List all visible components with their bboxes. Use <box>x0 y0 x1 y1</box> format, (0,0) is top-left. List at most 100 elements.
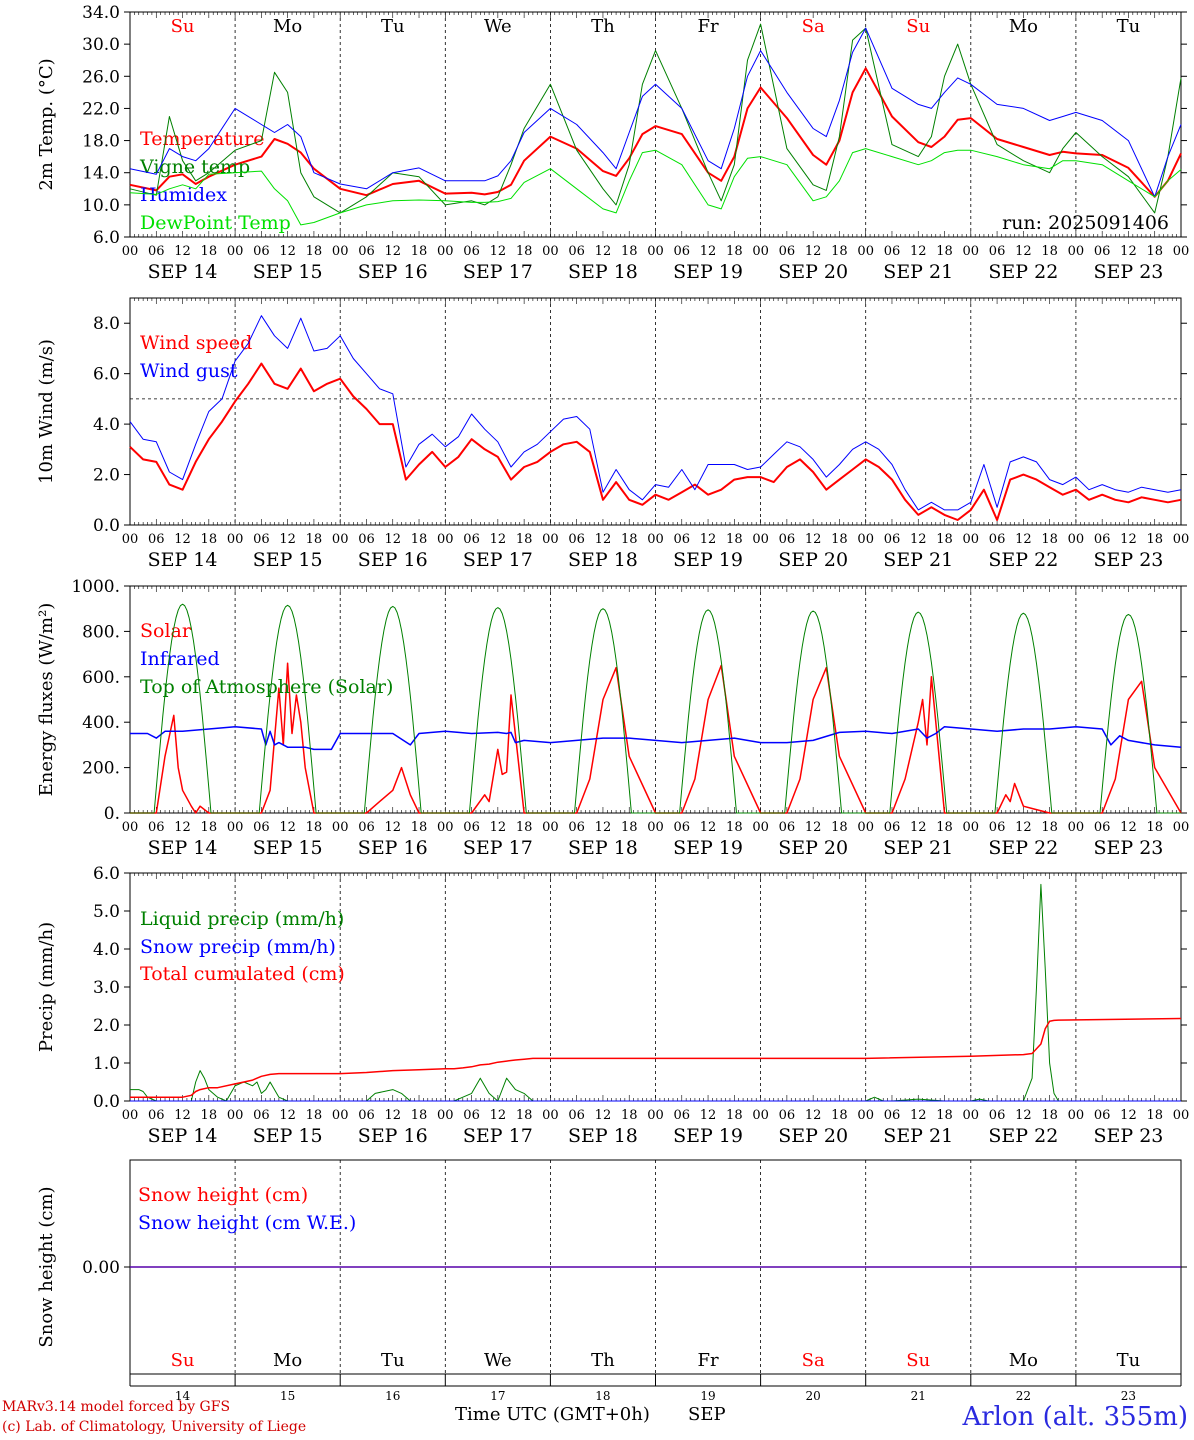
date-label: SEP 18 <box>568 549 638 571</box>
hour-tick-label: 06 <box>674 532 691 547</box>
hour-tick-label: 06 <box>779 1108 796 1123</box>
panel-3: 00 06 12 18 00 06 12 18 00 06 12 18 00 06 12 18 00 06 12 18… <box>36 577 1189 859</box>
hour-tick-label: 00 <box>857 244 874 259</box>
series-line <box>130 1017 1182 1098</box>
date-label: SEP 17 <box>463 1125 533 1147</box>
hour-tick-label: 06 <box>358 820 375 835</box>
hour-tick-label: 00 <box>1173 820 1190 835</box>
legend-entry: Vigne temp <box>139 156 250 178</box>
hour-tick-label: 00 <box>332 820 349 835</box>
hour-tick-label: 12 <box>805 1108 822 1123</box>
run-annotation: run: 2025091406 <box>1002 212 1169 234</box>
hour-tick-label: 18 <box>1146 244 1163 259</box>
y-tick-label: 4.0 <box>93 415 120 435</box>
date-label: SEP 14 <box>148 1125 218 1147</box>
weekday-label: Th <box>591 1350 615 1371</box>
day-number-label: 18 <box>595 1389 610 1403</box>
hour-tick-label: 12 <box>279 532 296 547</box>
hour-tick-label: 12 <box>910 244 927 259</box>
y-tick-label: 18.0 <box>82 132 120 152</box>
hour-tick-label: 06 <box>989 1108 1006 1123</box>
y-tick-label: 5.0 <box>93 902 120 922</box>
hour-tick-label: 00 <box>963 1108 980 1123</box>
hour-tick-label: 06 <box>253 820 270 835</box>
day-number-label: 22 <box>1016 1389 1031 1403</box>
panel-5: 14 15 16 17 18 19 20 21 22 23 Su Mo Tu We Th Fr Sa Su Mo Tu… <box>36 1159 1187 1403</box>
date-label: SEP 17 <box>463 837 533 859</box>
y-tick-label: 2.0 <box>93 1016 120 1036</box>
hour-tick-label: 18 <box>726 820 743 835</box>
series-line <box>129 23 1182 214</box>
y-tick-label: 200. <box>82 759 120 779</box>
hour-tick-label: 18 <box>516 532 533 547</box>
weekday-label: Th <box>591 16 615 37</box>
hour-tick-label: 12 <box>490 820 507 835</box>
weekday-label: Tu <box>1117 1350 1141 1371</box>
day-number-label: 20 <box>806 1389 821 1403</box>
station-label: Arlon (alt. 355m) <box>962 1402 1188 1432</box>
date-label: SEP 15 <box>253 837 323 859</box>
hour-tick-label: 00 <box>542 532 559 547</box>
hour-tick-label: 18 <box>726 244 743 259</box>
hour-tick-label: 12 <box>490 532 507 547</box>
date-label: SEP 22 <box>988 1125 1058 1147</box>
hour-tick-label: 00 <box>647 532 664 547</box>
series-line <box>129 27 1182 198</box>
hour-tick-label: 18 <box>726 532 743 547</box>
hour-tick-label: 00 <box>332 244 349 259</box>
date-label: SEP 18 <box>568 837 638 859</box>
legend-entry: Snow height (cm W.E.) <box>138 1212 356 1234</box>
date-label: SEP 19 <box>673 1125 743 1147</box>
hour-tick-label: 12 <box>805 532 822 547</box>
hour-tick-label: 00 <box>1173 532 1190 547</box>
hour-tick-label: 06 <box>989 244 1006 259</box>
date-label: SEP 21 <box>883 837 953 859</box>
date-label: SEP 22 <box>988 549 1058 571</box>
hour-tick-label: 06 <box>358 532 375 547</box>
hour-tick-label: 00 <box>647 820 664 835</box>
hour-tick-label: 06 <box>884 820 901 835</box>
model-credit: MARv3.14 model forced by GFS <box>2 1399 231 1415</box>
hour-tick-label: 06 <box>674 820 691 835</box>
hour-tick-label: 18 <box>1146 532 1163 547</box>
hour-tick-label: 18 <box>831 244 848 259</box>
y-tick-label: 34.0 <box>82 3 120 23</box>
hour-tick-label: 06 <box>568 820 585 835</box>
hour-tick-label: 18 <box>1041 532 1058 547</box>
weekday-label: Tu <box>1117 16 1141 37</box>
legend-entry: Top of Atmosphere (Solar) <box>140 676 393 698</box>
hour-tick-label: 06 <box>1094 820 1111 835</box>
hour-tick-label: 12 <box>1120 532 1137 547</box>
hour-tick-label: 18 <box>306 1108 323 1123</box>
hour-tick-label: 00 <box>1068 820 1085 835</box>
hour-tick-label: 00 <box>122 532 139 547</box>
weekday-label: Fr <box>698 1350 719 1371</box>
hour-tick-label: 06 <box>1094 1108 1111 1123</box>
hour-tick-label: 18 <box>201 244 218 259</box>
hour-tick-label: 12 <box>910 532 927 547</box>
series-line <box>130 662 1182 814</box>
hour-tick-label: 00 <box>647 1108 664 1123</box>
date-label: SEP 19 <box>673 549 743 571</box>
weekday-label: Mo <box>1009 16 1038 37</box>
date-label: SEP 14 <box>148 837 218 859</box>
hour-tick-label: 18 <box>516 244 533 259</box>
y-tick-label: 2.0 <box>93 466 120 486</box>
y-tick-label: 6.0 <box>93 864 120 884</box>
hour-tick-label: 00 <box>857 820 874 835</box>
hour-tick-label: 00 <box>857 1108 874 1123</box>
hour-tick-label: 06 <box>568 244 585 259</box>
hour-tick-label: 06 <box>884 532 901 547</box>
series-line <box>129 67 1182 198</box>
hour-tick-label: 18 <box>411 820 428 835</box>
hour-tick-label: 12 <box>595 1108 612 1123</box>
date-label: SEP 20 <box>778 837 848 859</box>
date-label: SEP 15 <box>253 549 323 571</box>
hour-tick-label: 12 <box>595 820 612 835</box>
legend-entry: Snow precip (mm/h) <box>140 936 336 958</box>
series-line <box>129 362 1182 521</box>
hour-tick-label: 06 <box>779 244 796 259</box>
weekday-label: Tu <box>381 16 405 37</box>
hour-tick-label: 18 <box>831 1108 848 1123</box>
